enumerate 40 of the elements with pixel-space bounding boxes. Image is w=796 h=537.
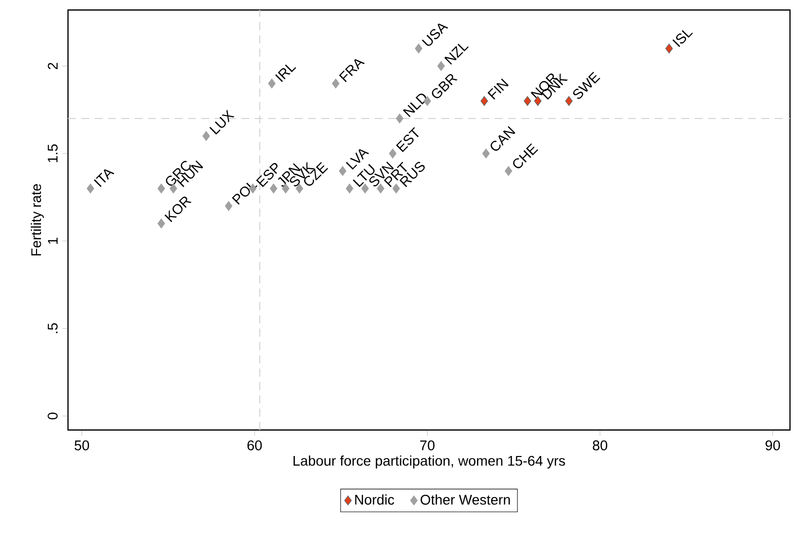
x-tick-label: 90 [766, 440, 780, 450]
x-tick-label: 70 [420, 440, 435, 450]
x-tick-label: 80 [592, 440, 608, 450]
y-tick-label: 1 [48, 238, 58, 244]
point [480, 96, 488, 106]
point [86, 184, 94, 194]
point [396, 114, 404, 124]
point [665, 44, 673, 54]
point [158, 184, 166, 194]
annotation: FIN [488, 78, 509, 100]
point [224, 201, 232, 211]
point [388, 148, 396, 158]
annotation: NLD [402, 94, 426, 118]
point [414, 44, 422, 54]
point [158, 218, 166, 228]
annotation: ISL [672, 30, 693, 48]
annotation: NZL [444, 44, 469, 65]
y-axis-title: Fertility rate [30, 184, 44, 256]
point [332, 78, 340, 88]
point [482, 148, 490, 158]
x-tick-label: 50 [74, 440, 90, 450]
annotation: USA [422, 24, 448, 46]
y-tick-label: 2 [48, 62, 58, 70]
legend-label: Other Western [420, 494, 510, 505]
y-tick-label: 0 [48, 412, 58, 420]
point [338, 166, 346, 176]
annotation: ITA [94, 169, 114, 188]
point [268, 78, 276, 88]
point [524, 96, 532, 106]
annotation: IRL [275, 64, 296, 82]
point [437, 61, 445, 71]
x-axis-title: Labour force participation, women 15-64 yrs [294, 455, 566, 469]
point [202, 131, 210, 141]
point [346, 184, 354, 194]
annotation: FRA [339, 59, 365, 82]
x-tick-label: 60 [247, 440, 262, 450]
point [504, 166, 512, 176]
y-tick-label: .5 [48, 323, 58, 334]
legend-label: Nordic [355, 494, 394, 505]
y-tick-label: 1.5 [48, 144, 58, 162]
